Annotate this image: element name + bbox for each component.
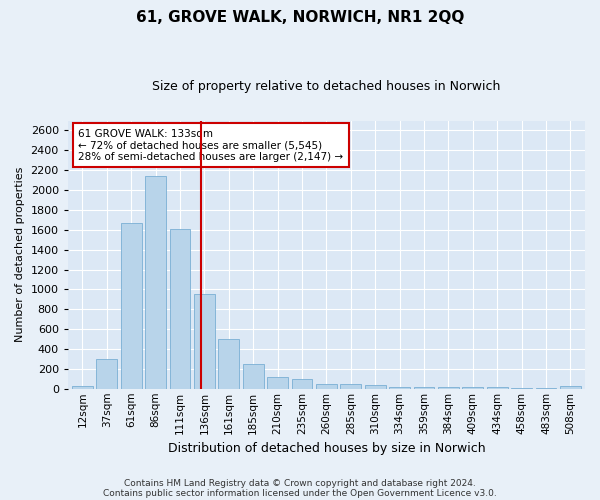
Text: 61, GROVE WALK, NORWICH, NR1 2QQ: 61, GROVE WALK, NORWICH, NR1 2QQ	[136, 10, 464, 25]
Bar	[97, 359, 117, 389]
X-axis label: Distribution of detached houses by size in Norwich: Distribution of detached houses by size …	[167, 442, 485, 455]
Bar	[463, 387, 483, 389]
Text: Contains HM Land Registry data © Crown copyright and database right 2024.: Contains HM Land Registry data © Crown c…	[124, 478, 476, 488]
Bar	[389, 387, 410, 389]
Bar	[194, 294, 215, 389]
Bar	[72, 386, 93, 389]
Bar	[438, 387, 459, 389]
Title: Size of property relative to detached houses in Norwich: Size of property relative to detached ho…	[152, 80, 500, 93]
Bar	[145, 176, 166, 389]
Bar	[413, 387, 434, 389]
Text: Contains public sector information licensed under the Open Government Licence v3: Contains public sector information licen…	[103, 488, 497, 498]
Bar	[340, 384, 361, 389]
Bar	[365, 386, 386, 389]
Bar	[170, 230, 190, 389]
Y-axis label: Number of detached properties: Number of detached properties	[15, 167, 25, 342]
Bar	[560, 386, 581, 389]
Bar	[218, 339, 239, 389]
Bar	[267, 377, 288, 389]
Bar	[243, 364, 263, 389]
Text: 61 GROVE WALK: 133sqm
← 72% of detached houses are smaller (5,545)
28% of semi-d: 61 GROVE WALK: 133sqm ← 72% of detached …	[78, 128, 343, 162]
Bar	[121, 223, 142, 389]
Bar	[292, 379, 313, 389]
Bar	[487, 388, 508, 389]
Bar	[316, 384, 337, 389]
